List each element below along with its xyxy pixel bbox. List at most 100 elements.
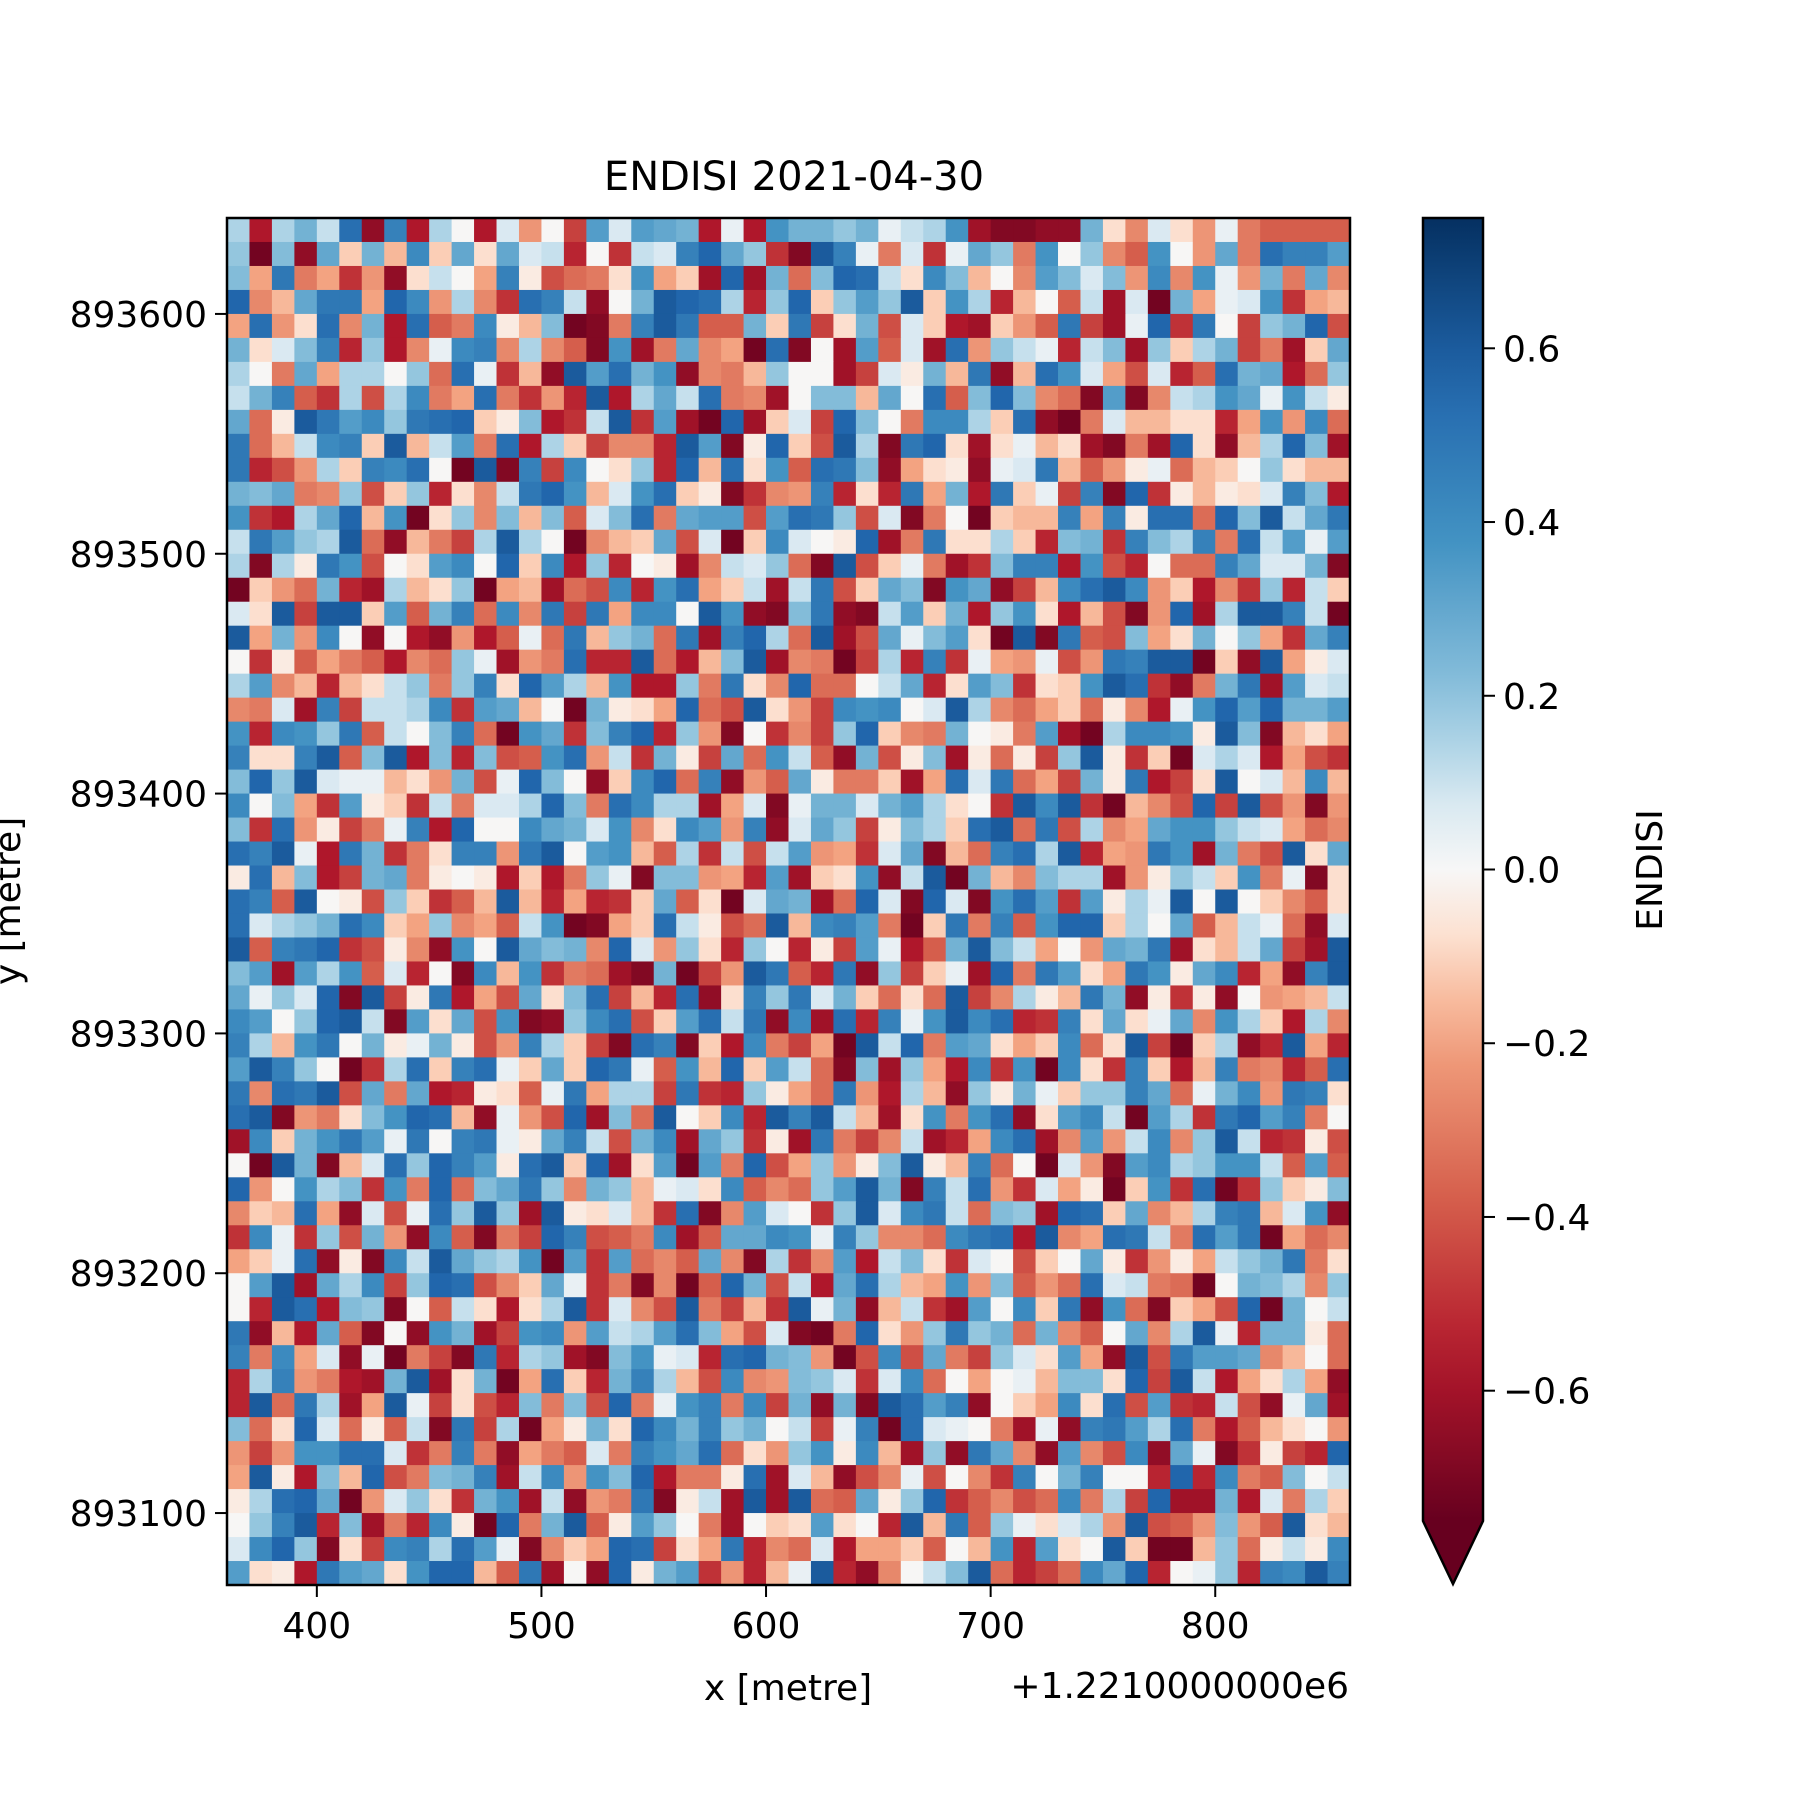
heatmap-cell (1035, 1465, 1059, 1490)
heatmap-cell (384, 529, 408, 555)
heatmap-cell (316, 1393, 340, 1418)
heatmap-cell (1035, 577, 1059, 603)
heatmap-cell (1237, 1465, 1261, 1490)
heatmap-cell (474, 1393, 498, 1418)
heatmap-cell (249, 865, 273, 891)
heatmap-cell (1035, 529, 1059, 555)
heatmap-cell (990, 865, 1014, 891)
colorbar-tick-label: 0.6 (1503, 329, 1560, 370)
heatmap-cell (1080, 1129, 1104, 1154)
heatmap-cell (1125, 1465, 1149, 1490)
heatmap-cell (945, 1129, 969, 1154)
heatmap-cell (810, 1033, 835, 1058)
heatmap-cell (945, 529, 969, 555)
heatmap-cell (316, 1369, 340, 1394)
heatmap-cell (541, 1273, 565, 1298)
heatmap-cell (1260, 1489, 1284, 1514)
heatmap-cell (743, 697, 767, 723)
heatmap-cell (1035, 937, 1059, 963)
heatmap-cell (900, 745, 924, 771)
heatmap-cell (586, 625, 610, 651)
heatmap-cell (1058, 745, 1082, 771)
heatmap-cell (833, 697, 857, 723)
heatmap-cell (676, 817, 700, 843)
heatmap-cell (653, 865, 677, 891)
heatmap-cell (339, 793, 363, 819)
heatmap-cell (1058, 1033, 1082, 1058)
heatmap-cell (1192, 361, 1216, 387)
heatmap-cell (631, 1489, 655, 1514)
heatmap-cell (249, 1513, 273, 1538)
heatmap-cell (1147, 1297, 1171, 1322)
heatmap-cell (1102, 1297, 1126, 1322)
x-tick-label: 600 (732, 1606, 801, 1647)
heatmap-cell (227, 1009, 251, 1034)
heatmap-cell (1013, 1321, 1037, 1346)
heatmap-cell (833, 985, 857, 1011)
heatmap-cell (1327, 1033, 1351, 1058)
heatmap-cell (721, 649, 745, 675)
heatmap-cell (518, 433, 543, 459)
heatmap-cell (541, 1105, 565, 1130)
heatmap-cell (631, 1081, 655, 1106)
heatmap-cell (316, 505, 340, 531)
heatmap-cell (631, 1465, 655, 1490)
heatmap-cell (968, 817, 992, 843)
heatmap-cell (384, 433, 408, 459)
heatmap-cell (1013, 529, 1037, 555)
heatmap-cell (1260, 889, 1284, 915)
heatmap-cell (294, 841, 318, 867)
heatmap-cell (990, 241, 1014, 267)
heatmap-cell (833, 241, 857, 267)
heatmap-cell (1013, 1225, 1037, 1250)
heatmap-cell (316, 865, 340, 891)
heatmap-cell (316, 1417, 340, 1442)
heatmap-cell (968, 1249, 992, 1274)
heatmap-cell (316, 1249, 340, 1274)
heatmap-cell (1147, 553, 1171, 579)
heatmap-cell (743, 481, 767, 507)
heatmap-cell (1170, 1345, 1194, 1370)
heatmap-cell (496, 1537, 520, 1562)
heatmap-cell (518, 1177, 543, 1202)
heatmap-cell (698, 793, 722, 819)
heatmap-cell (766, 1561, 790, 1586)
heatmap-cell (608, 1057, 632, 1082)
heatmap-cell (518, 529, 543, 555)
heatmap-cell (855, 313, 879, 339)
heatmap-cell (900, 649, 924, 675)
heatmap-cell (474, 1201, 498, 1226)
heatmap-cell (968, 985, 992, 1011)
heatmap-cell (810, 1201, 835, 1226)
heatmap-cell (721, 1297, 745, 1322)
heatmap-cell (361, 1297, 385, 1322)
heatmap-cell (586, 1297, 610, 1322)
heatmap-cell (810, 1321, 835, 1346)
heatmap-cell (496, 1321, 520, 1346)
heatmap-cell (1125, 1513, 1149, 1538)
heatmap-cell (1170, 1033, 1194, 1058)
heatmap-cell (496, 433, 520, 459)
heatmap-cell (316, 457, 340, 483)
heatmap-cell (451, 817, 475, 843)
heatmap-cell (923, 1105, 947, 1130)
heatmap-cell (451, 985, 475, 1011)
heatmap-cell (1147, 961, 1171, 987)
heatmap-cell (1282, 1489, 1306, 1514)
heatmap-cell (1080, 745, 1104, 771)
heatmap-cell (721, 1225, 745, 1250)
heatmap-cell (766, 985, 790, 1011)
heatmap-cell (429, 1105, 453, 1130)
heatmap-cell (361, 1513, 385, 1538)
heatmap-cell (1282, 553, 1306, 579)
heatmap-cell (1013, 241, 1037, 267)
heatmap-cell (1147, 1033, 1171, 1058)
heatmap-cell (361, 1465, 385, 1490)
heatmap-cell (1147, 289, 1171, 315)
heatmap-cell (698, 337, 722, 363)
heatmap-cell (855, 961, 879, 987)
heatmap-cell (227, 625, 251, 651)
heatmap-cell (1237, 1177, 1261, 1202)
heatmap-cell (339, 1513, 363, 1538)
heatmap-cell (923, 433, 947, 459)
